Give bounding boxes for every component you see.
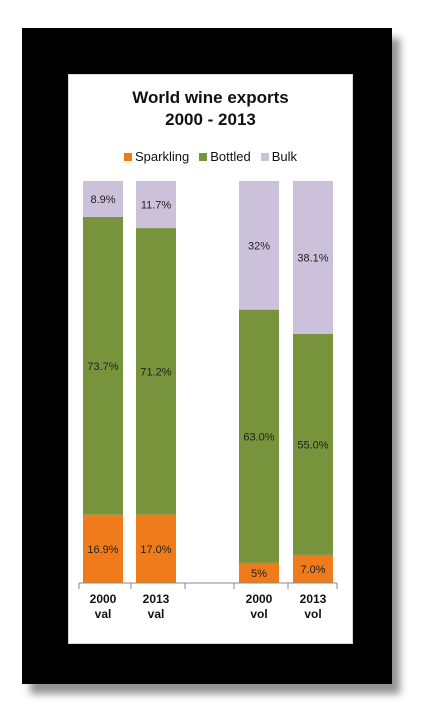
bar-segment-sparkling-1 [83, 514, 123, 583]
chart-card: World wine exports 2000 - 2013 Sparkling… [68, 74, 353, 644]
bar-segment-bottled-1 [83, 216, 123, 515]
bar-segment-bottled-4 [293, 334, 333, 555]
legend-item-sparkling: Sparkling [124, 149, 189, 164]
bar-segment-sparkling-3 [239, 562, 279, 583]
data-label-bottled-1: 73.7% [87, 361, 118, 373]
data-label-bottled-4: 55.0% [297, 439, 328, 451]
data-label-bottled-3: 63.0% [243, 431, 274, 443]
category-label-year-3: 2000 [246, 592, 273, 606]
legend-swatch-sparkling [124, 152, 132, 161]
legend-label-bottled: Bottled [210, 149, 251, 164]
bar-segment-bulk-3 [239, 181, 279, 310]
bar-segment-sparkling-2 [136, 514, 176, 583]
category-label-year-1: 2000 [90, 592, 117, 606]
category-label-year-2: 2013 [143, 592, 170, 606]
legend-label-sparkling: Sparkling [135, 149, 190, 164]
legend-item-bottled: Bottled [199, 149, 251, 164]
data-label-bulk-1: 8.9% [90, 194, 115, 206]
data-label-bulk-4: 38.1% [297, 253, 328, 265]
bar-segment-sparkling-4 [293, 554, 333, 583]
data-label-sparkling-2: 17.0% [140, 544, 171, 556]
data-label-sparkling-1: 16.9% [87, 544, 118, 556]
category-label-measure-4: vol [304, 607, 321, 621]
legend-label-bulk: Bulk [271, 149, 297, 164]
data-label-sparkling-3: 5% [251, 568, 267, 580]
legend-swatch-bottled [199, 152, 208, 161]
bar-segment-bottled-3 [239, 309, 279, 563]
chart-legend: Sparkling Bottled Bulk [69, 149, 352, 164]
chart-title-line-2: 2000 - 2013 [165, 110, 256, 129]
bar-segment-bulk-4 [293, 181, 333, 335]
bar-segment-bulk-1 [83, 181, 123, 217]
chart-title: World wine exports 2000 - 2013 [69, 87, 352, 131]
data-label-bulk-2: 11.7% [141, 200, 172, 212]
bar-segment-bulk-2 [136, 181, 176, 229]
legend-swatch-bulk [260, 152, 269, 161]
data-label-sparkling-4: 7.0% [300, 564, 325, 576]
legend-item-bulk: Bulk [260, 149, 297, 164]
stacked-bar-chart: 16.9%73.7%8.9%2000val17.0%71.2%11.7%2013… [78, 181, 338, 621]
bar-segment-bottled-2 [136, 228, 176, 515]
category-label-measure-1: val [95, 607, 112, 621]
category-label-measure-2: val [148, 607, 165, 621]
chart-title-line-1: World wine exports [132, 88, 289, 107]
category-label-year-4: 2013 [300, 592, 327, 606]
data-label-bulk-3: 32% [248, 240, 270, 252]
data-label-bottled-2: 71.2% [140, 366, 171, 378]
category-label-measure-3: vol [250, 607, 267, 621]
